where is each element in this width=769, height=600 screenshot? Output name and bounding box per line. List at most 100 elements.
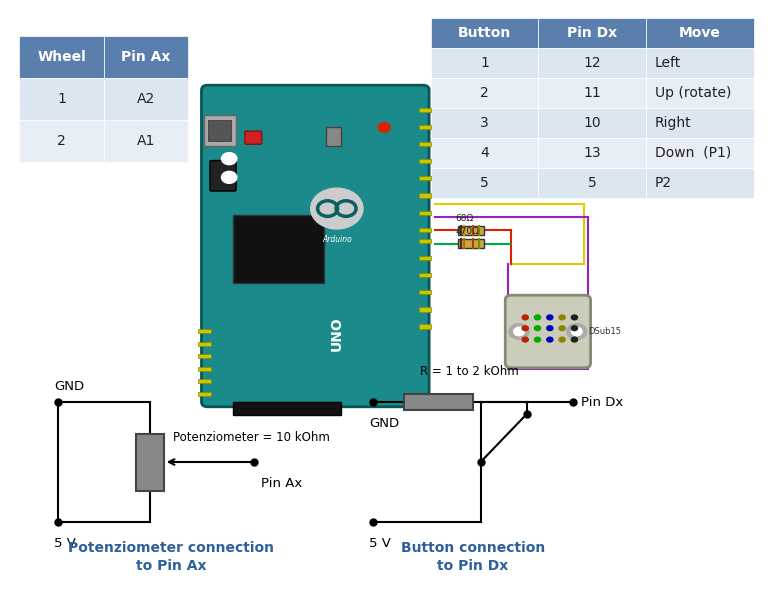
- FancyBboxPatch shape: [431, 138, 538, 168]
- Text: 1: 1: [57, 92, 66, 106]
- FancyBboxPatch shape: [538, 48, 646, 78]
- Text: Arduino: Arduino: [322, 235, 351, 244]
- FancyBboxPatch shape: [538, 168, 646, 198]
- FancyBboxPatch shape: [204, 115, 236, 146]
- Circle shape: [534, 337, 541, 342]
- Text: Left: Left: [654, 56, 681, 70]
- Text: 1: 1: [480, 56, 489, 70]
- Text: A2: A2: [137, 92, 155, 106]
- Circle shape: [221, 172, 237, 184]
- FancyBboxPatch shape: [104, 78, 188, 120]
- FancyBboxPatch shape: [431, 18, 538, 48]
- Circle shape: [534, 326, 541, 331]
- Bar: [419, 290, 431, 295]
- Bar: [419, 142, 431, 146]
- Bar: [198, 392, 211, 396]
- Bar: [198, 354, 211, 358]
- Text: to Pin Ax: to Pin Ax: [136, 559, 206, 573]
- FancyBboxPatch shape: [505, 295, 591, 368]
- Text: Pin Ax: Pin Ax: [122, 50, 171, 64]
- Text: 12: 12: [584, 56, 601, 70]
- Text: 5: 5: [480, 176, 489, 190]
- Text: Pin Dx: Pin Dx: [581, 395, 623, 409]
- Text: 470Ω: 470Ω: [455, 227, 479, 236]
- Text: 5 V: 5 V: [54, 537, 75, 550]
- Bar: [458, 226, 484, 235]
- Circle shape: [547, 326, 553, 331]
- FancyBboxPatch shape: [646, 168, 754, 198]
- Text: 5 V: 5 V: [369, 537, 391, 550]
- Text: Potenziometer connection: Potenziometer connection: [68, 541, 274, 555]
- FancyBboxPatch shape: [431, 48, 538, 78]
- FancyBboxPatch shape: [538, 18, 646, 48]
- Bar: [419, 107, 431, 112]
- Text: GND: GND: [369, 417, 399, 430]
- FancyBboxPatch shape: [538, 78, 646, 108]
- Circle shape: [514, 328, 524, 335]
- Bar: [419, 228, 431, 232]
- FancyBboxPatch shape: [19, 36, 104, 78]
- Bar: [234, 402, 341, 415]
- FancyBboxPatch shape: [201, 85, 429, 407]
- Bar: [419, 159, 431, 163]
- Circle shape: [311, 188, 363, 229]
- Bar: [419, 307, 431, 311]
- Text: P2: P2: [654, 176, 671, 190]
- Text: R = 1 to 2 kOhm: R = 1 to 2 kOhm: [420, 365, 518, 378]
- Circle shape: [559, 315, 565, 320]
- Circle shape: [567, 323, 587, 340]
- Circle shape: [522, 315, 528, 320]
- FancyBboxPatch shape: [245, 131, 261, 144]
- FancyBboxPatch shape: [208, 120, 231, 142]
- Circle shape: [509, 323, 529, 340]
- Circle shape: [547, 337, 553, 342]
- Text: 10: 10: [584, 116, 601, 130]
- Bar: [198, 329, 211, 334]
- Bar: [419, 193, 431, 197]
- Text: Button: Button: [458, 26, 511, 40]
- Text: Potenziometer = 10 kOhm: Potenziometer = 10 kOhm: [173, 431, 330, 444]
- Bar: [419, 125, 431, 129]
- Circle shape: [522, 337, 528, 342]
- Text: Move: Move: [679, 26, 721, 40]
- Circle shape: [571, 315, 578, 320]
- Bar: [419, 256, 431, 260]
- Circle shape: [571, 337, 578, 342]
- FancyBboxPatch shape: [431, 168, 538, 198]
- Text: 4: 4: [480, 146, 489, 160]
- FancyBboxPatch shape: [19, 78, 104, 120]
- FancyBboxPatch shape: [19, 120, 104, 162]
- FancyBboxPatch shape: [538, 138, 646, 168]
- Circle shape: [547, 315, 553, 320]
- FancyBboxPatch shape: [431, 108, 538, 138]
- Bar: [136, 433, 164, 491]
- FancyBboxPatch shape: [538, 108, 646, 138]
- FancyBboxPatch shape: [646, 78, 754, 108]
- Bar: [234, 215, 324, 283]
- Bar: [419, 176, 431, 181]
- Text: 3: 3: [480, 116, 489, 130]
- Circle shape: [522, 326, 528, 331]
- Bar: [198, 367, 211, 371]
- Bar: [419, 273, 431, 277]
- FancyBboxPatch shape: [646, 138, 754, 168]
- Bar: [326, 127, 341, 146]
- FancyBboxPatch shape: [646, 18, 754, 48]
- FancyBboxPatch shape: [104, 120, 188, 162]
- Bar: [419, 239, 431, 243]
- Text: 2: 2: [480, 86, 489, 100]
- Text: 2: 2: [57, 134, 66, 148]
- Text: Right: Right: [654, 116, 691, 130]
- Circle shape: [534, 315, 541, 320]
- Circle shape: [378, 122, 391, 132]
- Text: 11: 11: [583, 86, 601, 100]
- Circle shape: [221, 152, 237, 164]
- Text: UNO: UNO: [330, 316, 344, 351]
- Bar: [458, 239, 484, 248]
- FancyBboxPatch shape: [210, 161, 236, 191]
- Bar: [419, 325, 431, 329]
- Circle shape: [571, 328, 582, 335]
- Text: to Pin Dx: to Pin Dx: [438, 559, 508, 573]
- Text: GND: GND: [54, 380, 84, 393]
- FancyBboxPatch shape: [646, 48, 754, 78]
